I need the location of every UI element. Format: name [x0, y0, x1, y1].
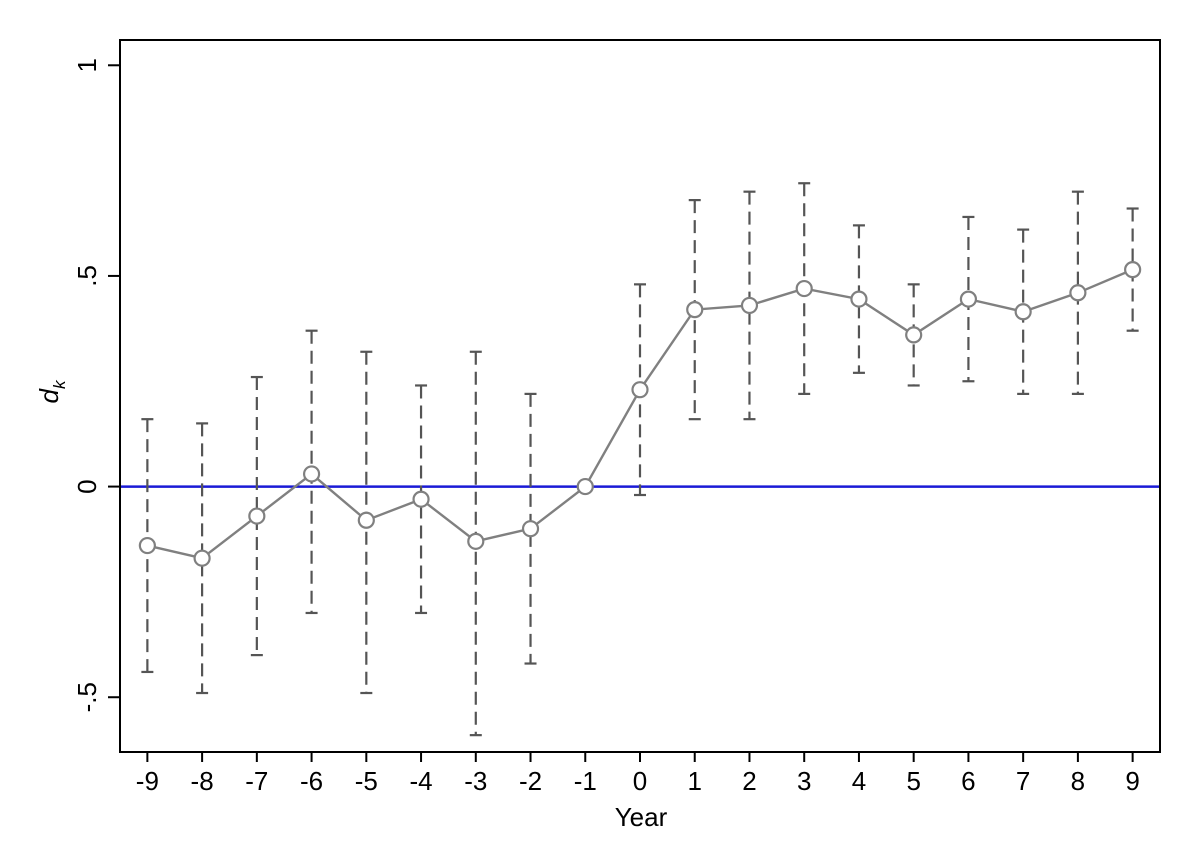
data-point [686, 301, 704, 319]
x-tick-label: 4 [852, 766, 866, 796]
data-point [795, 279, 813, 298]
data-point [412, 490, 430, 508]
x-tick-label: 3 [797, 766, 811, 796]
x-tick-label: 5 [906, 766, 920, 796]
data-point [905, 326, 923, 344]
data-point [248, 507, 266, 525]
data-point [631, 381, 649, 399]
data-point [302, 465, 321, 483]
x-tick-label: -9 [136, 766, 159, 796]
x-tick-label: 8 [1071, 766, 1085, 796]
y-tick-label: .5 [72, 265, 102, 287]
data-point [1014, 303, 1032, 321]
y-tick-label: 1 [72, 58, 102, 72]
x-tick-label: -5 [355, 766, 378, 796]
x-tick-label: -1 [574, 766, 597, 796]
x-tick-label: -4 [409, 766, 432, 796]
data-point [357, 511, 375, 529]
x-tick-label: 9 [1125, 766, 1139, 796]
y-axis-title-main: d [34, 387, 64, 403]
x-tick-label: -8 [191, 766, 214, 796]
x-tick-label: 0 [633, 766, 647, 796]
x-tick-label: -6 [300, 766, 323, 796]
data-point [138, 536, 156, 555]
y-tick-label: -.5 [72, 682, 102, 712]
x-tick-label: -7 [245, 766, 268, 796]
data-point [1069, 284, 1087, 302]
data-point [959, 290, 978, 308]
x-axis: -9 -8 -7 -6 -5 -4 -3 -2 -1 0 1 2 3 4 5 6 7 8 9 [136, 752, 1140, 796]
x-tick-label: -2 [519, 766, 542, 796]
x-tick-label: 7 [1016, 766, 1030, 796]
data-point [521, 520, 540, 538]
data-point [850, 290, 868, 308]
data-point [576, 477, 594, 496]
x-tick-label: 6 [961, 766, 975, 796]
y-axis: -.5 0 .5 1 [72, 58, 120, 712]
x-tick-label: 2 [742, 766, 756, 796]
x-axis-title: Year [615, 802, 668, 832]
y-axis-title: dk [34, 379, 69, 403]
data-point [467, 532, 485, 550]
data-point [1124, 261, 1142, 279]
x-tick-label: 1 [688, 766, 702, 796]
point-layer [138, 261, 1142, 567]
data-point [740, 296, 759, 315]
data-point [193, 549, 211, 567]
x-tick-label: -3 [464, 766, 487, 796]
y-tick-label: 0 [72, 479, 102, 493]
y-axis-title-subscript: k [50, 379, 69, 389]
